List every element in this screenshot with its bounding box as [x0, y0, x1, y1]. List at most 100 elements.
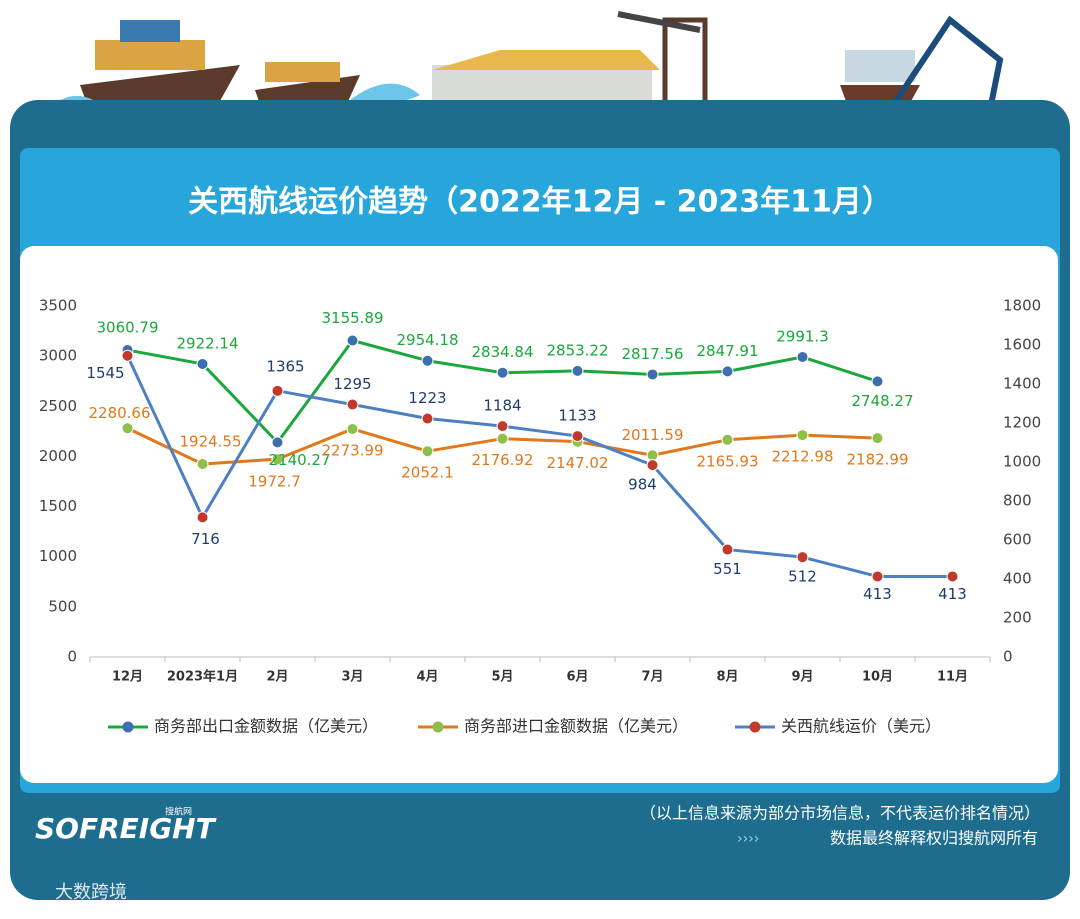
point-marker — [796, 429, 809, 442]
footer-rights: 数据最终解释权归搜航网所有 — [830, 829, 1038, 848]
point-marker — [871, 570, 884, 583]
point-marker — [196, 457, 209, 470]
legend-label: 商务部进口金额数据（亿美元） — [464, 717, 688, 736]
data-label: 3060.79 — [96, 319, 158, 337]
point-marker — [271, 436, 284, 449]
data-label: 2922.14 — [176, 334, 238, 352]
point-marker — [421, 445, 434, 458]
point-marker — [496, 420, 509, 433]
data-label: 2140.27 — [268, 451, 330, 469]
y-tick-label: 0 — [67, 648, 77, 666]
legend-marker — [432, 721, 444, 733]
data-label: 2748.27 — [851, 392, 913, 410]
data-label: 2052.1 — [401, 464, 454, 482]
point-marker — [196, 511, 209, 524]
x-tick-label: 2023年1月 — [167, 669, 238, 685]
x-tick-label: 3月 — [341, 670, 363, 685]
x-tick-label: 11月 — [937, 670, 968, 685]
point-marker — [721, 365, 734, 378]
data-label: 2853.22 — [546, 341, 608, 359]
data-label: 2165.93 — [696, 452, 758, 470]
point-marker — [346, 334, 359, 347]
point-marker — [871, 375, 884, 388]
point-marker — [196, 357, 209, 370]
series-line — [126, 355, 953, 578]
data-label: 512 — [788, 568, 817, 586]
point-marker — [346, 422, 359, 435]
y-tick-label: 2000 — [39, 447, 77, 465]
data-label: 2147.02 — [546, 454, 608, 472]
x-tick-label: 10月 — [862, 670, 893, 685]
chart-panel — [20, 246, 1058, 783]
x-tick-label: 2月 — [266, 670, 288, 685]
y-tick-label: 500 — [48, 597, 77, 615]
data-label: 2954.18 — [396, 331, 458, 349]
point-marker — [121, 422, 134, 435]
logo-sub: 搜航网 — [165, 806, 192, 818]
data-label: 1223 — [408, 389, 446, 407]
point-marker — [796, 351, 809, 364]
y2-tick-label: 1200 — [1003, 414, 1041, 432]
point-marker — [946, 570, 959, 583]
x-tick-label: 9月 — [791, 670, 813, 685]
data-label: 2176.92 — [471, 451, 533, 469]
data-label: 1365 — [266, 357, 304, 375]
y2-tick-label: 1600 — [1003, 336, 1041, 354]
data-label: 1133 — [558, 407, 596, 425]
data-label: 2834.84 — [471, 343, 533, 361]
point-marker — [271, 453, 284, 466]
data-label: 984 — [628, 476, 657, 494]
legend-marker — [749, 721, 761, 733]
x-tick-label: 6月 — [566, 670, 588, 685]
data-label: 2847.91 — [696, 342, 758, 360]
watermark: 大数跨境 — [55, 882, 127, 903]
y2-tick-label: 1000 — [1003, 453, 1041, 471]
point-marker — [121, 349, 134, 362]
data-label: 2182.99 — [846, 451, 908, 469]
x-tick-label: 4月 — [416, 670, 438, 685]
data-label: 2011.59 — [621, 426, 683, 444]
y-tick-label: 2500 — [39, 397, 77, 415]
data-label: 551 — [713, 560, 742, 578]
y-tick-label: 3000 — [39, 347, 77, 365]
y2-tick-label: 800 — [1003, 492, 1032, 510]
chart-title: 关西航线运价趋势（2022年12月 - 2023年11月） — [188, 185, 892, 220]
y2-tick-label: 0 — [1003, 648, 1013, 666]
point-marker — [646, 368, 659, 381]
y2-tick-label: 400 — [1003, 570, 1032, 588]
y2-tick-label: 1800 — [1003, 297, 1041, 315]
data-label: 1924.55 — [179, 432, 241, 450]
legend-label: 关西航线运价（美元） — [781, 717, 941, 736]
y2-tick-label: 600 — [1003, 531, 1032, 549]
x-tick-label: 12月 — [112, 670, 143, 685]
point-marker — [421, 412, 434, 425]
data-label: 2273.99 — [321, 441, 383, 459]
point-marker — [271, 384, 284, 397]
x-tick-label: 8月 — [716, 670, 738, 685]
point-marker — [646, 449, 659, 462]
data-label: 3155.89 — [321, 309, 383, 327]
data-label: 1972.7 — [248, 473, 301, 491]
data-label: 716 — [191, 530, 220, 548]
x-tick-label: 7月 — [641, 670, 663, 685]
point-marker — [721, 433, 734, 446]
y2-tick-label: 200 — [1003, 609, 1032, 627]
data-label: 2212.98 — [771, 448, 833, 466]
plot: 0 500 1000 1500 2000 2500 3000 3500 0 200 400 600 80… — [39, 297, 1041, 736]
data-label: 1545 — [86, 364, 124, 382]
y2-tick-label: 1400 — [1003, 375, 1041, 393]
point-marker — [496, 432, 509, 445]
point-marker — [496, 366, 509, 379]
point-marker — [346, 398, 359, 411]
point-marker — [646, 459, 659, 472]
point-marker — [421, 354, 434, 367]
data-label: 2817.56 — [621, 345, 683, 363]
legend-marker — [122, 721, 134, 733]
x-tick-label: 5月 — [491, 670, 513, 685]
data-label: 1295 — [333, 375, 371, 393]
point-marker — [721, 543, 734, 556]
point-marker — [571, 430, 584, 443]
arrows: ›››› — [737, 831, 759, 847]
y-tick-label: 1500 — [39, 497, 77, 515]
